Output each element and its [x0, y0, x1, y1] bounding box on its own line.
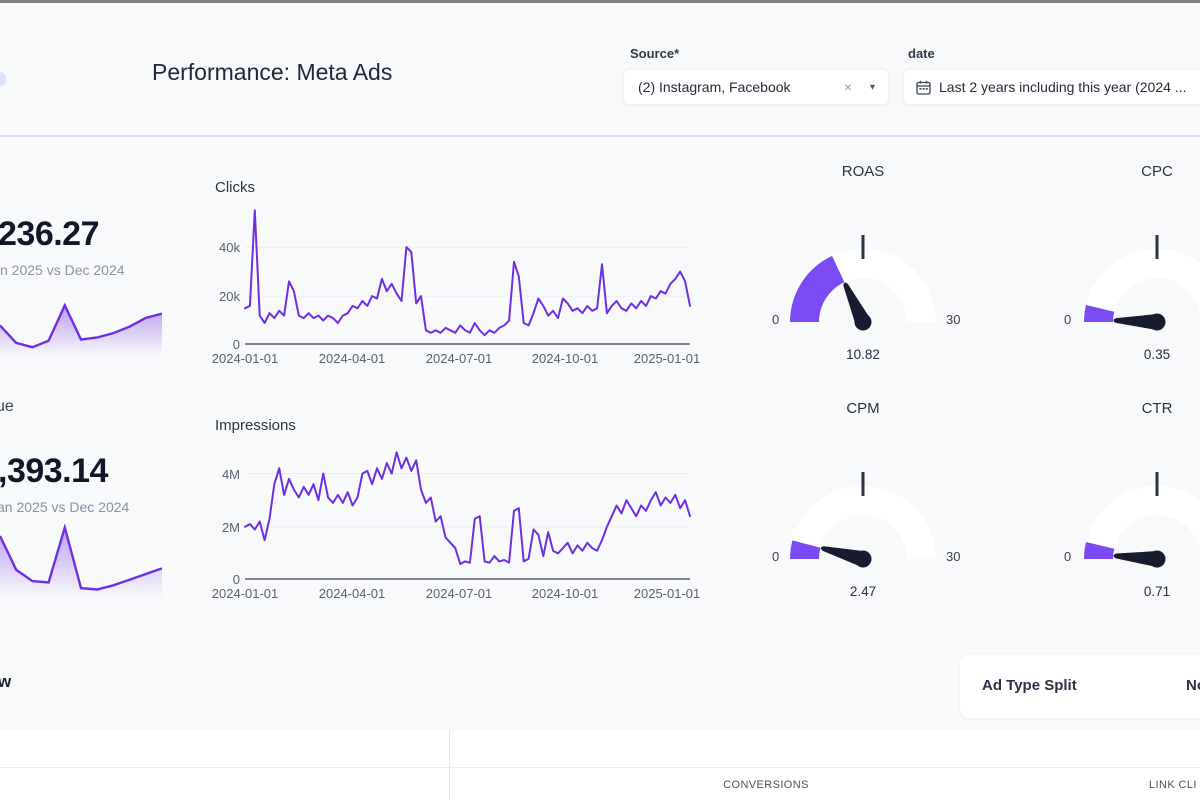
- x-tick-label: 2024-10-01: [531, 586, 599, 601]
- gauge-min-label: 0: [772, 312, 780, 327]
- roas-gauge-title: ROAS: [841, 163, 885, 180]
- clear-icon[interactable]: ×: [843, 79, 852, 95]
- window-top-strip: [0, 0, 1200, 3]
- roas-gauge: [763, 225, 963, 337]
- chevron-down-icon[interactable]: ▾: [869, 81, 875, 93]
- cpm-gauge-title: CPM: [846, 400, 880, 417]
- cpm-gauge: [763, 462, 963, 574]
- impressions-line-chart: [244, 447, 691, 580]
- page-title: Performance: Meta Ads: [152, 59, 393, 85]
- kpi-comparison-label: n 2025 vs Dec 2024: [0, 262, 125, 278]
- kpi-sparkline: [0, 524, 162, 598]
- x-tick-label: 2024-04-01: [318, 351, 386, 366]
- cpc-gauge-value: 0.35: [1143, 347, 1171, 362]
- table-header-divider: [0, 767, 1200, 768]
- y-tick-label: 2M: [221, 520, 240, 535]
- ctr-gauge-value: 0.71: [1143, 584, 1171, 599]
- gauge-min-label: 0: [1064, 312, 1072, 327]
- y-tick-label: 20k: [219, 289, 240, 304]
- clicks-chart-title: Clicks: [215, 179, 255, 196]
- ctr-gauge: [1057, 462, 1200, 574]
- x-tick-label: 2024-10-01: [531, 351, 599, 366]
- kpi-title: ue: [0, 398, 14, 415]
- source-filter-label: Source*: [630, 46, 679, 61]
- panel-vertical-divider: [449, 730, 450, 800]
- date-picker[interactable]: Last 2 years including this year (2024 .…: [903, 69, 1200, 105]
- gauge-max-label: 30: [946, 312, 961, 327]
- ad-type-split-card: [960, 655, 1200, 718]
- left-edge-widget: [0, 72, 6, 86]
- cpm-gauge-value: 2.47: [849, 584, 877, 599]
- impressions-x-axis: 2024-01-01 2024-04-01 2024-07-01 2024-10…: [212, 586, 701, 602]
- clicks-line-chart: [244, 208, 691, 345]
- x-tick-label: 2024-01-01: [211, 586, 279, 601]
- x-tick-label: 2025-01-01: [633, 351, 701, 366]
- cpc-gauge: [1057, 225, 1200, 337]
- impressions-chart-title: Impressions: [215, 417, 296, 434]
- date-picker-value: Last 2 years including this year (2024 .…: [939, 79, 1187, 95]
- table-column-header-link-clicks[interactable]: LINK CLI: [1149, 779, 1197, 791]
- x-tick-label: 2024-07-01: [425, 586, 493, 601]
- required-asterisk: *: [674, 46, 680, 61]
- gauge-min-label: 0: [772, 549, 780, 564]
- kpi-sparkline: [0, 300, 162, 357]
- y-tick-label: 4M: [221, 467, 240, 482]
- ad-type-split-title: Ad Type Split: [982, 677, 1077, 694]
- ad-type-split-right-label: No: [1186, 677, 1200, 694]
- header-divider: [0, 135, 1200, 137]
- gauge-min-label: 0: [1064, 549, 1072, 564]
- clicks-x-axis: 2024-01-01 2024-04-01 2024-07-01 2024-10…: [212, 351, 701, 367]
- date-filter-label: date: [908, 46, 935, 61]
- kpi-value: ,393.14: [0, 452, 108, 490]
- source-select[interactable]: (2) Instagram, Facebook × ▾: [623, 69, 889, 105]
- y-tick-label: 0: [232, 337, 240, 352]
- bottom-table-panel: [0, 730, 1200, 800]
- source-label-text: Source: [630, 46, 675, 61]
- y-tick-label: 40k: [219, 240, 240, 255]
- ctr-gauge-title: CTR: [1141, 400, 1173, 417]
- x-tick-label: 2024-07-01: [425, 351, 493, 366]
- cpc-gauge-title: CPC: [1141, 163, 1173, 180]
- calendar-icon: [916, 80, 931, 95]
- kpi-value: 236.27: [0, 215, 100, 253]
- gauge-max-label: 30: [946, 549, 961, 564]
- source-select-value: (2) Instagram, Facebook: [638, 79, 791, 95]
- x-tick-label: 2024-04-01: [318, 586, 386, 601]
- table-column-header-conversions[interactable]: CONVERSIONS: [723, 779, 809, 791]
- x-tick-label: 2024-01-01: [211, 351, 279, 366]
- kpi-comparison-label: an 2025 vs Dec 2024: [0, 499, 130, 515]
- section-heading-fragment: w: [0, 672, 12, 691]
- x-tick-label: 2025-01-01: [633, 586, 701, 601]
- roas-gauge-value: 10.82: [846, 347, 880, 362]
- y-tick-label: 0: [232, 572, 240, 587]
